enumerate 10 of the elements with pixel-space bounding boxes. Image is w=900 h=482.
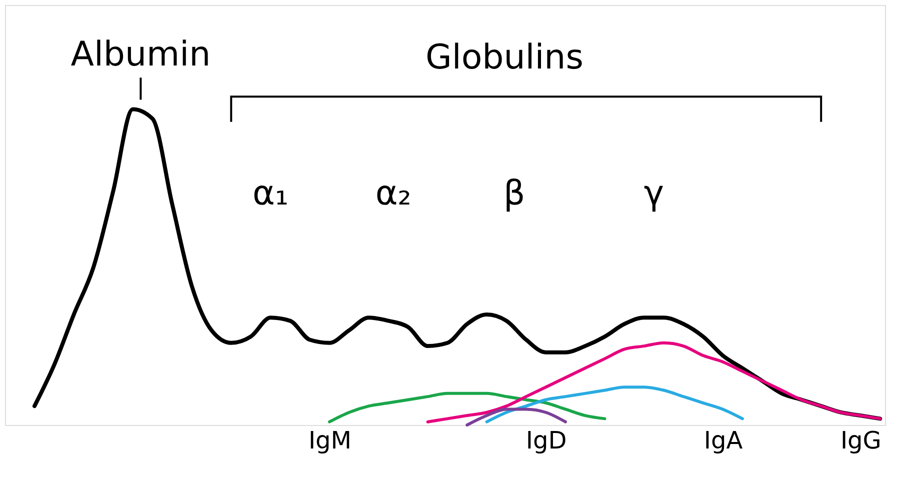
annotation: β: [503, 173, 526, 214]
text: Albumin: [70, 34, 211, 75]
text: Globulins: [426, 38, 584, 78]
x-tick-label: IgD: [526, 426, 567, 454]
annotation: α₂: [375, 173, 412, 214]
annotation: γ: [644, 173, 664, 214]
x-tick-label: IgA: [704, 426, 744, 454]
annotation: α₁: [252, 173, 288, 214]
x-tick-label: IgM: [308, 426, 352, 454]
x-tick-label: IgG: [840, 426, 882, 454]
